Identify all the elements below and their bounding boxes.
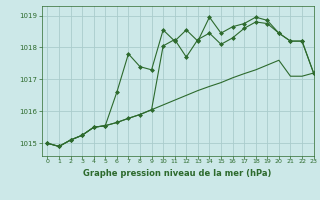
X-axis label: Graphe pression niveau de la mer (hPa): Graphe pression niveau de la mer (hPa) — [84, 169, 272, 178]
